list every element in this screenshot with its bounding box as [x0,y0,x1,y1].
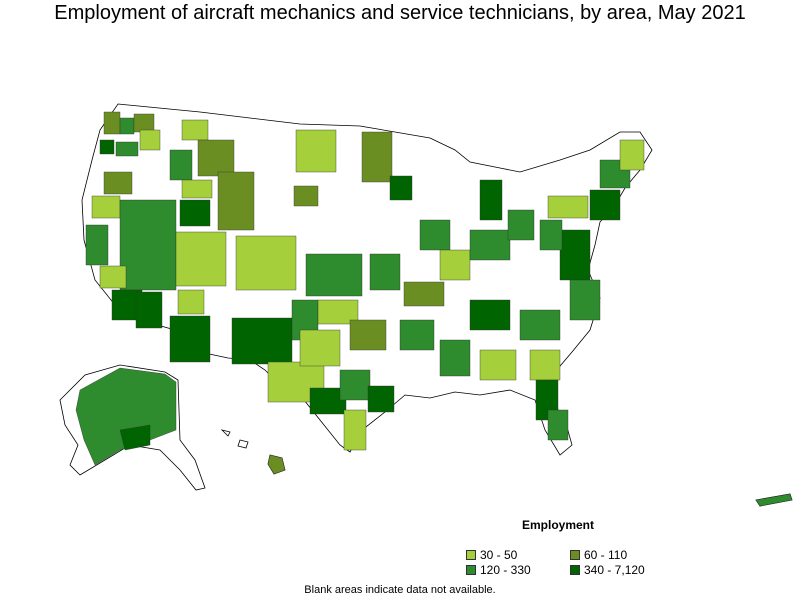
area-region [295,129,337,173]
legend-label: 120 - 330 [480,563,531,577]
area-region [119,199,177,291]
area-region [217,171,255,231]
area-region [119,424,151,451]
area-region [369,253,401,291]
area-region [519,309,561,341]
area-region [469,299,511,331]
area-region [169,149,193,181]
area-region [99,139,115,155]
area-region [103,171,133,195]
area-region [267,454,286,475]
legend-swatch [570,565,580,575]
legend-label: 340 - 7,120 [584,563,645,577]
legend-item: 120 - 330 [466,563,531,577]
area-region [479,349,517,381]
area-region [529,349,561,381]
legend-item: 30 - 50 [466,548,517,562]
area-region [235,235,297,291]
area-region [139,129,161,151]
area-region [419,219,451,251]
legend-item: 60 - 110 [570,548,627,562]
area-region [469,229,511,261]
area-region [299,329,341,367]
area-region [343,409,367,451]
legend-swatch [570,550,580,560]
area-region [479,179,503,221]
legend-title: Employment [522,518,595,532]
area-region [589,189,621,221]
area-region [547,409,569,441]
legend-swatch [466,565,476,575]
area-region [119,117,135,135]
area-region [181,119,209,141]
area-region [99,265,127,289]
area-region [399,319,435,351]
area-region [755,493,793,507]
legend-label: 60 - 110 [584,548,628,562]
legend-swatch [466,550,476,560]
area-regions [75,111,793,507]
area-region [619,139,645,171]
area-region [339,369,371,401]
area-region [169,315,211,363]
area-region [197,139,235,177]
area-region [439,339,471,377]
area-region [231,317,293,365]
area-region [367,385,395,413]
legend-label: 30 - 50 [480,548,518,562]
area-region [569,279,601,321]
area-region [115,141,139,157]
footnote: Blank areas indicate data not available. [304,584,496,596]
area-region [293,185,319,207]
area-region [361,131,393,183]
area-region [175,231,227,287]
area-region [439,249,471,281]
area-region [305,253,363,297]
legend-item: 340 - 7,120 [570,563,645,577]
area-region [91,195,121,219]
area-region [103,111,121,135]
area-region [389,175,413,201]
area-region [547,195,589,219]
area-region [559,229,591,281]
area-region [181,179,213,199]
area-region [349,319,387,351]
area-region [507,209,535,241]
area-region [403,281,445,307]
area-region [177,289,205,315]
map-title: Employment of aircraft mechanics and ser… [54,2,746,24]
area-region [539,219,563,251]
area-region [135,291,163,329]
area-region [179,199,211,227]
area-region [133,113,155,133]
area-region [85,224,109,266]
